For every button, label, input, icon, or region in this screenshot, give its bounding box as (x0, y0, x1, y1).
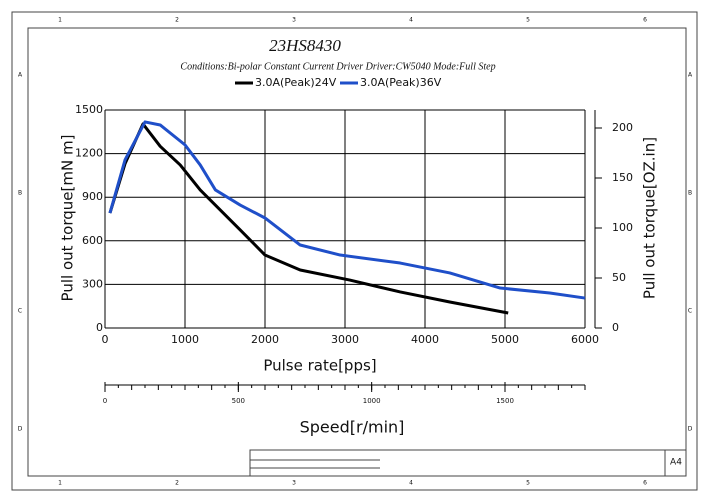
x-tick-label: 6000 (571, 333, 599, 346)
x-tick-label: 0 (102, 333, 109, 346)
y2-tick-label: 200 (612, 121, 633, 134)
outer-frame (11, 11, 698, 491)
y-axis-label: Pull out torque[mN m] (59, 135, 77, 302)
frame-column-label: 3 (292, 17, 296, 24)
y2-tick-label: 100 (612, 221, 633, 234)
frame-column-label: 2 (175, 17, 179, 24)
frame-row-label: D (18, 426, 23, 433)
speed-tick-label: 500 (232, 397, 245, 405)
speed-tick-label: 0 (103, 397, 107, 405)
chart-subtitle: Conditions:Bi-polar Constant Current Dri… (180, 61, 495, 72)
x-tick-label: 1000 (171, 333, 199, 346)
frame-column-label: 1 (58, 17, 62, 24)
series-line (108, 120, 586, 300)
chart-title: 23HS8430 (269, 36, 341, 55)
frame-column-label: 5 (526, 480, 530, 487)
legend-label: 3.0A(Peak)36V (360, 76, 442, 89)
y-tick-label: 300 (82, 277, 103, 290)
y-tick-label: 0 (96, 321, 103, 334)
frame-column-label: 6 (643, 480, 647, 487)
frame-row-label: B (688, 190, 692, 197)
y-tick-label: 1500 (75, 103, 103, 116)
frame-column-label: 5 (526, 17, 530, 24)
y2-tick-label: 150 (612, 171, 633, 184)
speed-axis-label: Speed[r/min] (300, 418, 405, 437)
x-tick-label: 3000 (331, 333, 359, 346)
frame-column-label: 4 (409, 17, 413, 24)
y2-tick-label: 0 (612, 321, 619, 334)
frame-column-label: 6 (643, 17, 647, 24)
x-tick-label: 4000 (411, 333, 439, 346)
frame-column-label: 4 (409, 480, 413, 487)
x-axis-label: Pulse rate[pps] (263, 357, 376, 375)
x-tick-label: 5000 (491, 333, 519, 346)
sheet-size: A4 (670, 458, 682, 468)
y2-tick-label: 50 (612, 271, 626, 284)
frame-row-label: D (688, 426, 693, 433)
frame-column-label: 2 (175, 480, 179, 487)
y-tick-label: 600 (82, 234, 103, 247)
legend-label: 3.0A(Peak)24V (255, 76, 337, 89)
y-tick-label: 1200 (75, 147, 103, 160)
frame-row-label: C (688, 308, 692, 315)
frame-row-label: C (18, 308, 22, 315)
speed-tick-label: 1500 (496, 397, 514, 405)
frame-column-label: 3 (292, 480, 296, 487)
frame-row-label: A (688, 72, 693, 79)
frame-row-label: B (18, 190, 22, 197)
title-block (249, 449, 687, 477)
y-tick-label: 900 (82, 190, 103, 203)
x-tick-label: 2000 (251, 333, 279, 346)
frame-row-label: A (18, 72, 23, 79)
frame-column-label: 1 (58, 480, 62, 487)
y2-axis-label: Pull out torque[OZ.in] (641, 137, 659, 299)
speed-tick-label: 1000 (363, 397, 381, 405)
